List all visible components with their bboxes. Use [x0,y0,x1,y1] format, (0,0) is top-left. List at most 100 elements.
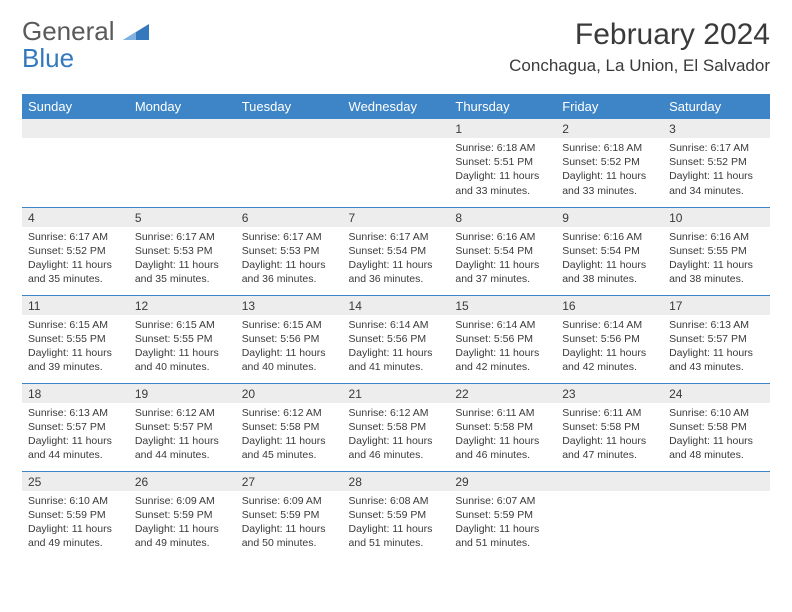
calendar-cell [663,471,770,559]
day-details: Sunrise: 6:14 AMSunset: 5:56 PMDaylight:… [449,315,556,379]
day-number-empty [663,472,770,491]
day-number: 20 [236,384,343,403]
calendar-cell: 19Sunrise: 6:12 AMSunset: 5:57 PMDayligh… [129,383,236,471]
calendar-cell: 2Sunrise: 6:18 AMSunset: 5:52 PMDaylight… [556,119,663,207]
day-number: 6 [236,208,343,227]
day-header: Wednesday [343,94,450,119]
day-details: Sunrise: 6:15 AMSunset: 5:55 PMDaylight:… [129,315,236,379]
day-details: Sunrise: 6:15 AMSunset: 5:55 PMDaylight:… [22,315,129,379]
calendar-cell: 7Sunrise: 6:17 AMSunset: 5:54 PMDaylight… [343,207,450,295]
day-details: Sunrise: 6:10 AMSunset: 5:59 PMDaylight:… [22,491,129,555]
calendar-week: 1Sunrise: 6:18 AMSunset: 5:51 PMDaylight… [22,119,770,207]
day-number: 16 [556,296,663,315]
day-header: Thursday [449,94,556,119]
day-header: Saturday [663,94,770,119]
day-number: 28 [343,472,450,491]
day-details: Sunrise: 6:17 AMSunset: 5:53 PMDaylight:… [129,227,236,291]
calendar-cell [236,119,343,207]
calendar-cell: 9Sunrise: 6:16 AMSunset: 5:54 PMDaylight… [556,207,663,295]
day-number: 27 [236,472,343,491]
day-details: Sunrise: 6:14 AMSunset: 5:56 PMDaylight:… [556,315,663,379]
calendar-cell: 1Sunrise: 6:18 AMSunset: 5:51 PMDaylight… [449,119,556,207]
calendar-cell: 18Sunrise: 6:13 AMSunset: 5:57 PMDayligh… [22,383,129,471]
calendar-cell: 20Sunrise: 6:12 AMSunset: 5:58 PMDayligh… [236,383,343,471]
day-number: 9 [556,208,663,227]
day-number: 14 [343,296,450,315]
day-details: Sunrise: 6:15 AMSunset: 5:56 PMDaylight:… [236,315,343,379]
day-number-empty [22,119,129,138]
day-details: Sunrise: 6:08 AMSunset: 5:59 PMDaylight:… [343,491,450,555]
day-number-empty [556,472,663,491]
day-number: 24 [663,384,770,403]
calendar-cell: 28Sunrise: 6:08 AMSunset: 5:59 PMDayligh… [343,471,450,559]
day-number: 1 [449,119,556,138]
day-number: 21 [343,384,450,403]
day-details: Sunrise: 6:12 AMSunset: 5:57 PMDaylight:… [129,403,236,467]
calendar-week: 18Sunrise: 6:13 AMSunset: 5:57 PMDayligh… [22,383,770,471]
page-title: February 2024 [509,18,770,52]
day-number: 11 [22,296,129,315]
calendar-cell [22,119,129,207]
calendar-header-row: SundayMondayTuesdayWednesdayThursdayFrid… [22,94,770,119]
calendar-week: 11Sunrise: 6:15 AMSunset: 5:55 PMDayligh… [22,295,770,383]
day-number: 26 [129,472,236,491]
day-number-empty [129,119,236,138]
calendar-cell: 5Sunrise: 6:17 AMSunset: 5:53 PMDaylight… [129,207,236,295]
calendar-cell: 6Sunrise: 6:17 AMSunset: 5:53 PMDaylight… [236,207,343,295]
calendar-cell [129,119,236,207]
calendar-cell: 27Sunrise: 6:09 AMSunset: 5:59 PMDayligh… [236,471,343,559]
day-details: Sunrise: 6:18 AMSunset: 5:52 PMDaylight:… [556,138,663,202]
calendar-cell: 22Sunrise: 6:11 AMSunset: 5:58 PMDayligh… [449,383,556,471]
calendar-table: SundayMondayTuesdayWednesdayThursdayFrid… [22,94,770,559]
calendar-cell [343,119,450,207]
brand-triangle-icon [123,27,149,44]
calendar-cell: 12Sunrise: 6:15 AMSunset: 5:55 PMDayligh… [129,295,236,383]
day-number: 12 [129,296,236,315]
title-block: February 2024 Conchagua, La Union, El Sa… [509,18,770,76]
day-details: Sunrise: 6:17 AMSunset: 5:52 PMDaylight:… [22,227,129,291]
day-number: 3 [663,119,770,138]
day-header: Tuesday [236,94,343,119]
day-details: Sunrise: 6:17 AMSunset: 5:53 PMDaylight:… [236,227,343,291]
calendar-cell: 3Sunrise: 6:17 AMSunset: 5:52 PMDaylight… [663,119,770,207]
day-header: Sunday [22,94,129,119]
day-details: Sunrise: 6:12 AMSunset: 5:58 PMDaylight:… [236,403,343,467]
calendar-cell [556,471,663,559]
calendar-cell: 23Sunrise: 6:11 AMSunset: 5:58 PMDayligh… [556,383,663,471]
calendar-week: 4Sunrise: 6:17 AMSunset: 5:52 PMDaylight… [22,207,770,295]
day-details: Sunrise: 6:09 AMSunset: 5:59 PMDaylight:… [236,491,343,555]
day-details: Sunrise: 6:12 AMSunset: 5:58 PMDaylight:… [343,403,450,467]
day-details: Sunrise: 6:10 AMSunset: 5:58 PMDaylight:… [663,403,770,467]
day-number-empty [236,119,343,138]
day-number: 17 [663,296,770,315]
day-number: 19 [129,384,236,403]
day-number: 4 [22,208,129,227]
day-details: Sunrise: 6:07 AMSunset: 5:59 PMDaylight:… [449,491,556,555]
day-details: Sunrise: 6:13 AMSunset: 5:57 PMDaylight:… [22,403,129,467]
brand-word-1: General [22,16,115,46]
calendar-cell: 16Sunrise: 6:14 AMSunset: 5:56 PMDayligh… [556,295,663,383]
day-details: Sunrise: 6:17 AMSunset: 5:54 PMDaylight:… [343,227,450,291]
brand-logo: General Blue [22,18,149,72]
day-number-empty [343,119,450,138]
day-details: Sunrise: 6:11 AMSunset: 5:58 PMDaylight:… [449,403,556,467]
brand-word-2: Blue [22,43,74,73]
calendar-cell: 29Sunrise: 6:07 AMSunset: 5:59 PMDayligh… [449,471,556,559]
day-number: 13 [236,296,343,315]
calendar-week: 25Sunrise: 6:10 AMSunset: 5:59 PMDayligh… [22,471,770,559]
day-details: Sunrise: 6:11 AMSunset: 5:58 PMDaylight:… [556,403,663,467]
calendar-cell: 4Sunrise: 6:17 AMSunset: 5:52 PMDaylight… [22,207,129,295]
page-header: General Blue February 2024 Conchagua, La… [0,0,792,84]
day-details: Sunrise: 6:14 AMSunset: 5:56 PMDaylight:… [343,315,450,379]
calendar-cell: 24Sunrise: 6:10 AMSunset: 5:58 PMDayligh… [663,383,770,471]
day-header: Monday [129,94,236,119]
day-number: 29 [449,472,556,491]
day-number: 7 [343,208,450,227]
day-number: 10 [663,208,770,227]
calendar-cell: 10Sunrise: 6:16 AMSunset: 5:55 PMDayligh… [663,207,770,295]
calendar-cell: 11Sunrise: 6:15 AMSunset: 5:55 PMDayligh… [22,295,129,383]
day-details: Sunrise: 6:13 AMSunset: 5:57 PMDaylight:… [663,315,770,379]
calendar-cell: 14Sunrise: 6:14 AMSunset: 5:56 PMDayligh… [343,295,450,383]
day-details: Sunrise: 6:09 AMSunset: 5:59 PMDaylight:… [129,491,236,555]
day-number: 23 [556,384,663,403]
